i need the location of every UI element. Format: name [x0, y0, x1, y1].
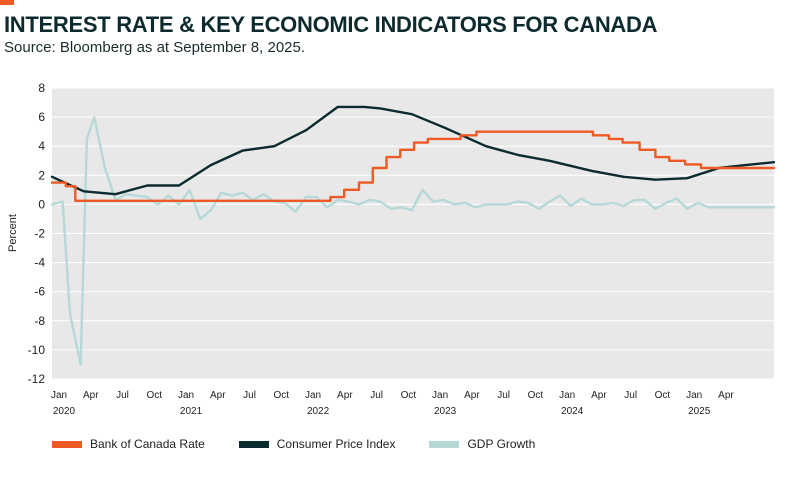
- legend-label: Bank of Canada Rate: [90, 437, 205, 451]
- series-line-bank-of-canada-rate: [50, 130, 776, 202]
- y-tick-label: 6: [38, 110, 45, 124]
- y-axis: 8 6 4 2 0 -2 -4 -6 -8 -10 -12: [28, 81, 46, 386]
- x-year-label: 2021: [180, 406, 203, 417]
- x-tick-label: Oct: [274, 390, 290, 401]
- brand-accent-bar: [0, 0, 14, 5]
- x-year-label: 2022: [307, 406, 330, 417]
- x-tick-label: Oct: [528, 390, 544, 401]
- y-tick-label: 0: [38, 197, 45, 211]
- y-tick-label: -2: [34, 227, 45, 241]
- legend: Bank of Canada Rate Consumer Price Index…: [52, 437, 535, 451]
- legend-label: Consumer Price Index: [276, 437, 396, 451]
- x-tick-label: Jul: [497, 390, 510, 401]
- x-year-label: 2023: [434, 406, 457, 417]
- x-tick-label: Jan: [305, 390, 321, 401]
- y-tick-label: -8: [34, 314, 45, 328]
- y-tick-label: -10: [28, 343, 46, 357]
- y-tick-label: -4: [34, 256, 45, 270]
- x-tick-label: Jul: [624, 390, 637, 401]
- x-tick-label: Apr: [591, 390, 607, 401]
- series-line-consumer-price-index: [50, 105, 776, 196]
- legend-item-bank-of-canada-rate: Bank of Canada Rate: [52, 437, 205, 451]
- x-tick-label: Jan: [686, 390, 702, 401]
- x-tick-label: Apr: [83, 390, 99, 401]
- legend-item-consumer-price-index: Consumer Price Index: [238, 437, 396, 451]
- series-group: [50, 105, 776, 366]
- y-tick-label: 4: [38, 139, 45, 153]
- legend-swatch: [238, 440, 269, 448]
- chart-subtitle: Source: Bloomberg as at September 8, 202…: [4, 39, 306, 56]
- chart-title: INTEREST RATE & KEY ECONOMIC INDICATORS …: [4, 12, 658, 37]
- x-tick-label: Oct: [146, 390, 162, 401]
- y-tick-label: 2: [38, 168, 45, 182]
- x-tick-label: Jan: [432, 390, 448, 401]
- x-tick-label: Jul: [243, 390, 256, 401]
- x-tick-label: Oct: [401, 390, 417, 401]
- y-tick-label: -12: [28, 372, 46, 386]
- x-tick-label: Jan: [178, 390, 194, 401]
- x-year-label: 2024: [561, 406, 584, 417]
- y-tick-label: 8: [38, 81, 45, 95]
- x-tick-label: Apr: [718, 390, 734, 401]
- x-year-label: 2025: [688, 406, 711, 417]
- legend-label: GDP Growth: [467, 437, 536, 451]
- x-axis: Jan Apr Jul Oct Jan Apr Jul Oct Jan Apr Jul Oct Jan A…: [51, 390, 734, 417]
- x-tick-label: Apr: [464, 390, 480, 401]
- y-axis-label: Percent: [7, 214, 19, 252]
- x-year-label: 2020: [53, 406, 76, 417]
- x-tick-label: Jan: [559, 390, 575, 401]
- x-tick-label: Jan: [51, 390, 67, 401]
- x-tick-label: Apr: [337, 390, 353, 401]
- x-tick-label: Jul: [116, 390, 129, 401]
- legend-swatch: [52, 440, 82, 448]
- x-tick-label: Apr: [210, 390, 226, 401]
- legend-swatch: [429, 440, 460, 448]
- grid-lines: [52, 87, 774, 380]
- x-tick-label: Jul: [370, 390, 383, 401]
- y-tick-label: -6: [34, 285, 45, 299]
- legend-item-gdp-growth: GDP Growth: [429, 437, 535, 451]
- x-tick-label: Oct: [655, 390, 671, 401]
